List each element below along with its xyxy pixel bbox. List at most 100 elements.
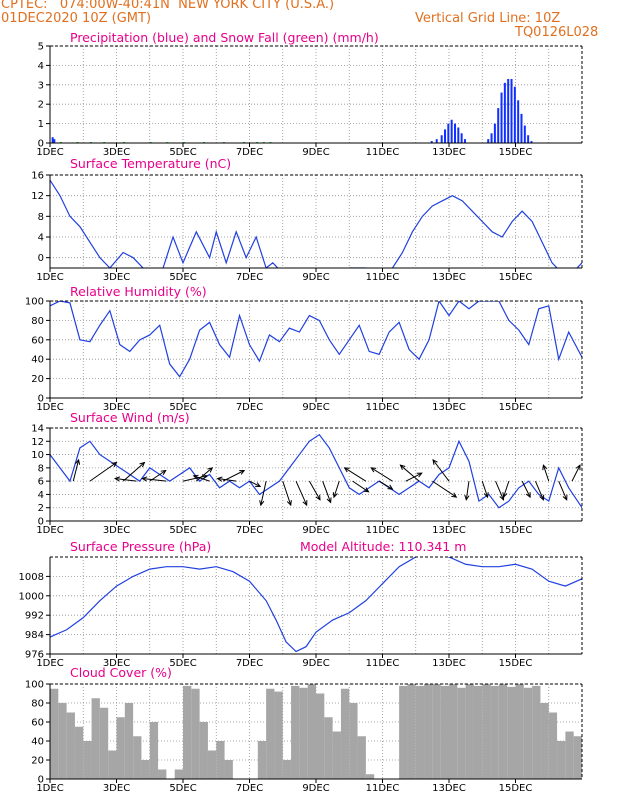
wind-arrow <box>558 480 568 500</box>
x-tick-label: 13DEC <box>432 147 466 158</box>
panel-2: Relative Humidity (%) 0 20 40 60 80 100 1DEC 3DE… <box>25 284 583 413</box>
panel-0: Precipitation (blue) and Snow Fall (gree… <box>36 30 583 158</box>
x-tick-label: 1DEC <box>36 402 63 413</box>
x-tick-label: 1DEC <box>36 783 63 794</box>
y-tick-label: 0 <box>38 517 44 528</box>
wind-arrow <box>571 464 581 482</box>
cloud-bar <box>108 750 117 779</box>
cloud-bar <box>507 686 516 779</box>
x-tick-label: 3DEC <box>103 658 130 669</box>
y-tick-label: 1 <box>38 119 44 130</box>
y-tick-label: 40 <box>31 737 44 748</box>
grid-note: Vertical Grid Line: 10Z <box>415 11 561 26</box>
wind-arrow-head <box>139 461 146 468</box>
wind-arrow <box>295 480 308 506</box>
wind-arrow-head <box>502 492 508 499</box>
x-tick-label: 9DEC <box>302 783 329 794</box>
x-tick-label: 1DEC <box>36 525 63 536</box>
cloud-bar <box>116 717 125 779</box>
wind-arrow <box>308 480 321 501</box>
y-tick-label: 80 <box>31 699 44 710</box>
x-tick-label: 5DEC <box>169 272 196 283</box>
cloud-bar <box>183 685 192 779</box>
wind-arrow <box>195 467 213 482</box>
wind-arrow-head <box>302 500 308 507</box>
precip-bar <box>430 141 433 143</box>
y-tick-label: 16 <box>31 171 44 182</box>
x-tick-label: 11DEC <box>366 783 400 794</box>
wind-arrow <box>465 481 470 500</box>
wind-arrow-head <box>75 458 81 465</box>
x-tick-label: 7DEC <box>236 147 263 158</box>
panel-5: Cloud Cover (%) 0 20 40 60 80 100 1DEC 3DEC 5DEC 7… <box>25 665 583 794</box>
y-tick-label: 12 <box>31 191 44 202</box>
cloud-bar <box>282 760 292 779</box>
x-tick-label: 7DEC <box>236 402 263 413</box>
panel-title: Precipitation (blue) and Snow Fall (gree… <box>70 30 379 45</box>
panel-title: Surface Temperature (nC) <box>70 156 231 171</box>
x-tick-label: 3DEC <box>103 783 130 794</box>
plot-area <box>50 557 582 653</box>
cloud-bar <box>133 736 142 779</box>
wind-arrow-head <box>432 458 438 465</box>
x-tick-label: 11DEC <box>366 525 400 536</box>
wind-arrow-head <box>111 461 118 468</box>
x-tick-label: 9DEC <box>302 658 329 669</box>
cloud-bar <box>141 760 150 779</box>
wind-arrow-head <box>259 500 265 507</box>
cloud-bar <box>266 688 275 779</box>
cloud-bar <box>83 741 92 779</box>
cloud-bar <box>307 684 316 779</box>
cloud-bar <box>498 684 508 779</box>
wind-arrow-head <box>315 494 321 501</box>
plot-area <box>50 684 582 779</box>
cloud-bar <box>299 687 308 779</box>
location-header: CPTEC: 074:00W-40:41N NEW YORK CITY (U.S… <box>1 0 335 12</box>
precip-bar <box>440 135 443 143</box>
cloud-bar <box>540 703 549 779</box>
wind-arrow-head <box>575 464 581 471</box>
y-tick-label: 60 <box>31 335 44 346</box>
cloud-bar <box>532 685 541 779</box>
cloud-bar <box>224 760 233 779</box>
precip-bar <box>487 139 490 143</box>
cloud-bar <box>174 769 183 779</box>
y-tick-label: 5 <box>38 42 44 53</box>
wind-arrow-head <box>542 464 548 471</box>
precip-bar <box>450 119 453 143</box>
x-tick-label: 13DEC <box>432 525 466 536</box>
cloud-bar <box>99 707 109 779</box>
x-tick-label: 5DEC <box>169 147 196 158</box>
precip-bar <box>53 139 56 143</box>
wind-arrow-head <box>160 469 167 476</box>
cloud-bar <box>357 736 366 779</box>
wind-arrow <box>193 475 210 482</box>
cloud-bar <box>424 684 433 779</box>
x-tick-label: 15DEC <box>499 147 533 158</box>
precip-bar <box>523 125 526 143</box>
precip-bar <box>51 137 54 143</box>
precip-bar <box>530 141 533 143</box>
x-tick-label: 3DEC <box>103 402 130 413</box>
x-tick-label: 15DEC <box>499 525 533 536</box>
x-tick-label: 13DEC <box>432 402 466 413</box>
x-tick-label: 7DEC <box>236 783 263 794</box>
wind-arrow-head <box>332 492 338 499</box>
y-tick-label: 4 <box>38 61 44 72</box>
wind-arrow-head <box>562 494 568 501</box>
y-tick-label: 12 <box>31 437 44 448</box>
run-code: TQ0126L028 <box>515 25 599 40</box>
series-line <box>50 179 582 268</box>
wind-arrow-head <box>363 487 370 493</box>
x-tick-label: 15DEC <box>499 783 533 794</box>
x-tick-label: 11DEC <box>366 147 400 158</box>
x-tick-label: 3DEC <box>103 525 130 536</box>
y-tick-label: 20 <box>31 374 44 385</box>
cloud-bar <box>415 685 425 779</box>
plot-area <box>51 78 533 143</box>
x-tick-label: 3DEC <box>103 272 130 283</box>
x-tick-label: 3DEC <box>103 147 130 158</box>
wind-arrow <box>534 480 544 500</box>
wind-arrow-head <box>141 476 148 482</box>
cloud-bar <box>216 741 225 779</box>
